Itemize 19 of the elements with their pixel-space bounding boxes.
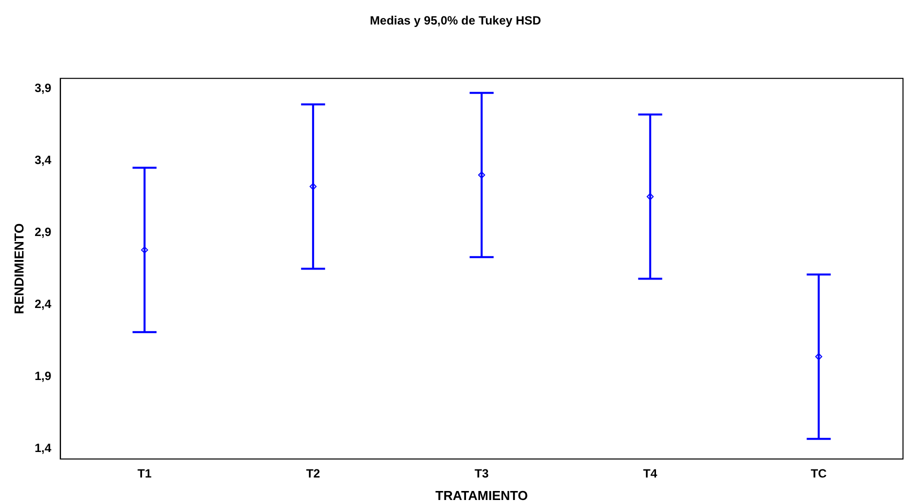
x-tick-label: TC bbox=[810, 466, 828, 481]
x-axis-title: TRATAMIENTO bbox=[435, 488, 528, 503]
x-tick-label: T1 bbox=[138, 466, 152, 481]
point bbox=[646, 193, 654, 200]
y-tick-label: 1,4 bbox=[34, 441, 52, 456]
y-tick-label: 2,9 bbox=[34, 224, 52, 239]
point bbox=[141, 246, 148, 254]
y-tick-label: 3,9 bbox=[34, 80, 52, 95]
y-tick-label: 2,4 bbox=[34, 297, 52, 312]
point bbox=[815, 353, 822, 360]
y-tick-label: 1,9 bbox=[34, 369, 52, 384]
x-tick-label: T4 bbox=[643, 466, 658, 481]
y-tick-label: 3,4 bbox=[34, 152, 52, 167]
point bbox=[478, 171, 486, 178]
x-tick-label: T3 bbox=[474, 466, 489, 481]
point bbox=[310, 183, 317, 190]
x-tick-label: T2 bbox=[306, 466, 320, 481]
chart-title: Medias y 95,0% de Tukey HSD bbox=[370, 14, 542, 28]
y-axis-title: RENDIMIENTO bbox=[11, 223, 26, 314]
